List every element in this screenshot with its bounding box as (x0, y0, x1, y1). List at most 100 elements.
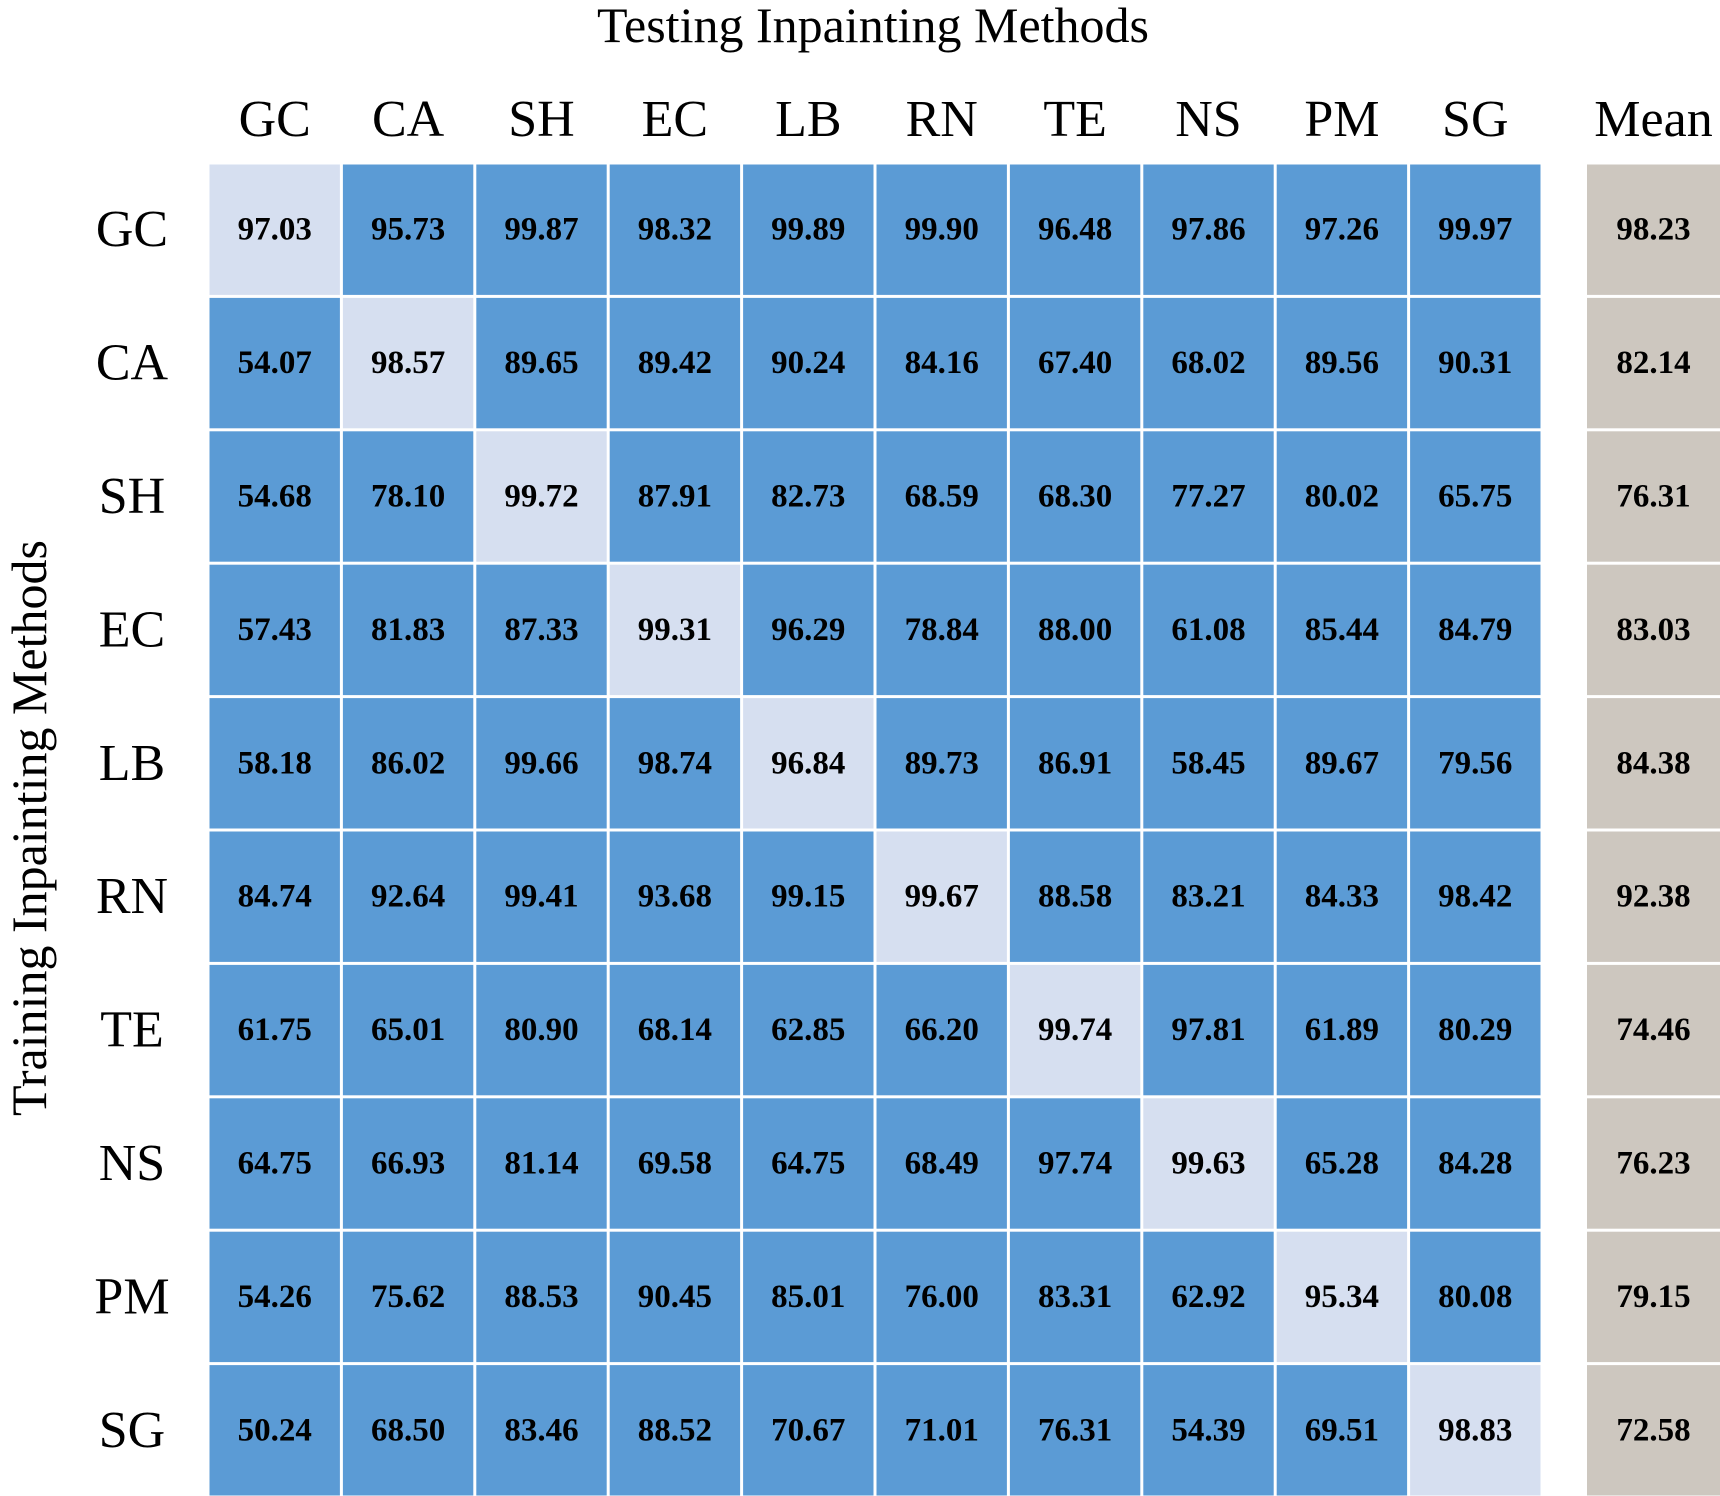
mean-column: 98.23 82.14 76.31 83.03 84.38 92.38 74.46 76.23… (1587, 164, 1720, 1496)
cell-value-label: 81.83 (371, 612, 445, 648)
row-label: SG (99, 1402, 165, 1459)
cell-value-label: 83.46 (504, 1412, 578, 1448)
heatmap-cell (476, 1098, 607, 1229)
cell-value-label: 84.33 (1305, 879, 1379, 915)
cell-value-label: 66.93 (371, 1146, 445, 1182)
heatmap-cell (1009, 297, 1141, 429)
cell-value-label: 89.67 (1305, 745, 1379, 781)
cell-value-label: 61.08 (1171, 612, 1245, 648)
column-label: LB (775, 91, 841, 148)
heatmap-cell (1410, 831, 1541, 962)
column-label: RN (906, 91, 978, 148)
heatmap-cell (209, 964, 340, 1096)
heatmap-cell (876, 964, 1007, 1096)
column-label: CA (372, 91, 445, 148)
column-label: GC (239, 91, 311, 148)
cell-value-label: 86.91 (1038, 745, 1112, 781)
heatmap-cell-diagonal (1410, 1365, 1541, 1496)
heatmap-cell (743, 831, 874, 962)
cell-value-label: 54.07 (238, 345, 312, 381)
cell-value-label: 90.45 (638, 1279, 712, 1315)
cell-value-label: 68.49 (905, 1146, 979, 1182)
cell-value-label: 96.29 (771, 612, 845, 648)
heatmap-cell (743, 297, 874, 429)
heatmap-cell (476, 564, 607, 696)
mean-value-label: 79.15 (1616, 1279, 1690, 1315)
cell-value-label: 69.58 (638, 1146, 712, 1182)
cell-value-label: 68.59 (905, 479, 979, 515)
cell-value-label: 99.31 (638, 612, 712, 648)
cell-value-label: 80.08 (1438, 1279, 1512, 1315)
heatmap-cell (342, 431, 474, 562)
cell-value-label: 85.01 (771, 1279, 845, 1315)
heatmap-cell (342, 1365, 474, 1496)
cell-value-label: 99.89 (771, 212, 845, 248)
cell-value-label: 84.28 (1438, 1146, 1512, 1182)
heatmap-cell (743, 431, 874, 562)
cell-value-label: 68.50 (371, 1412, 445, 1448)
heatmap-cell (1009, 1231, 1141, 1363)
column-label: NS (1175, 91, 1241, 148)
row-label: TE (100, 1002, 164, 1059)
heatmap-cell (609, 831, 741, 962)
heatmap-cell (876, 564, 1007, 696)
cell-value-label: 89.42 (638, 345, 712, 381)
heatmap-cell (476, 1231, 607, 1363)
row-label: LB (99, 735, 165, 792)
heatmap-cell (876, 431, 1007, 562)
heatmap-cell (209, 297, 340, 429)
cell-value-label: 64.75 (771, 1146, 845, 1182)
mean-cell (1587, 1231, 1720, 1363)
cell-value-label: 84.16 (905, 345, 979, 381)
heatmap-cell (1143, 1231, 1274, 1363)
mean-value-label: 92.38 (1616, 879, 1690, 915)
cell-value-label: 61.89 (1305, 1012, 1379, 1048)
heatmap-cell (609, 164, 741, 295)
mean-cell (1587, 831, 1720, 962)
column-label: TE (1043, 91, 1107, 148)
cell-value-label: 90.24 (771, 345, 845, 381)
mean-value-label: 74.46 (1616, 1012, 1690, 1048)
heatmap-cell (209, 564, 340, 696)
cell-value-label: 97.81 (1171, 1012, 1245, 1048)
cell-value-label: 54.39 (1171, 1412, 1245, 1448)
cell-value-label: 50.24 (238, 1412, 312, 1448)
cell-value-label: 99.41 (504, 879, 578, 915)
heatmap-cell (1009, 1098, 1141, 1229)
heatmap-cell (1009, 1365, 1141, 1496)
cell-value-label: 99.90 (905, 212, 979, 248)
heatmap-cell (476, 164, 607, 295)
cell-value-label: 88.52 (638, 1412, 712, 1448)
heatmap-cell (209, 1365, 340, 1496)
heatmap-cell (1276, 698, 1408, 829)
heatmap-cell (1009, 431, 1141, 562)
cell-value-label: 89.56 (1305, 345, 1379, 381)
cell-value-label: 97.03 (238, 212, 312, 248)
cell-value-label: 97.26 (1305, 212, 1379, 248)
cell-value-label: 79.56 (1438, 745, 1512, 781)
cell-value-label: 83.21 (1171, 879, 1245, 915)
cell-value-label: 83.31 (1038, 1279, 1112, 1315)
heatmap-cell (476, 964, 607, 1096)
mean-cell (1587, 297, 1720, 429)
heatmap-cell-diagonal (1143, 1098, 1274, 1229)
row-label: RN (96, 868, 168, 925)
heatmap-cell-diagonal (609, 564, 741, 696)
cell-value-label: 98.57 (371, 345, 445, 381)
heatmap-cell (1009, 564, 1141, 696)
heatmap-cell-diagonal (1276, 1231, 1408, 1363)
cell-value-label: 95.73 (371, 212, 445, 248)
cell-value-label: 88.00 (1038, 612, 1112, 648)
heatmap-cell (1143, 831, 1274, 962)
cell-value-label: 80.02 (1305, 479, 1379, 515)
y-axis-label: Training Inpainting Methods (1, 540, 57, 1116)
heatmap-cell (743, 1231, 874, 1363)
cell-value-label: 61.75 (238, 1012, 312, 1048)
heatmap-cell (209, 1098, 340, 1229)
heatmap-cell (1009, 831, 1141, 962)
heatmap-cell (476, 698, 607, 829)
heatmap-cell-diagonal (476, 431, 607, 562)
mean-value-label: 84.38 (1616, 745, 1690, 781)
cell-value-label: 95.34 (1305, 1279, 1379, 1315)
